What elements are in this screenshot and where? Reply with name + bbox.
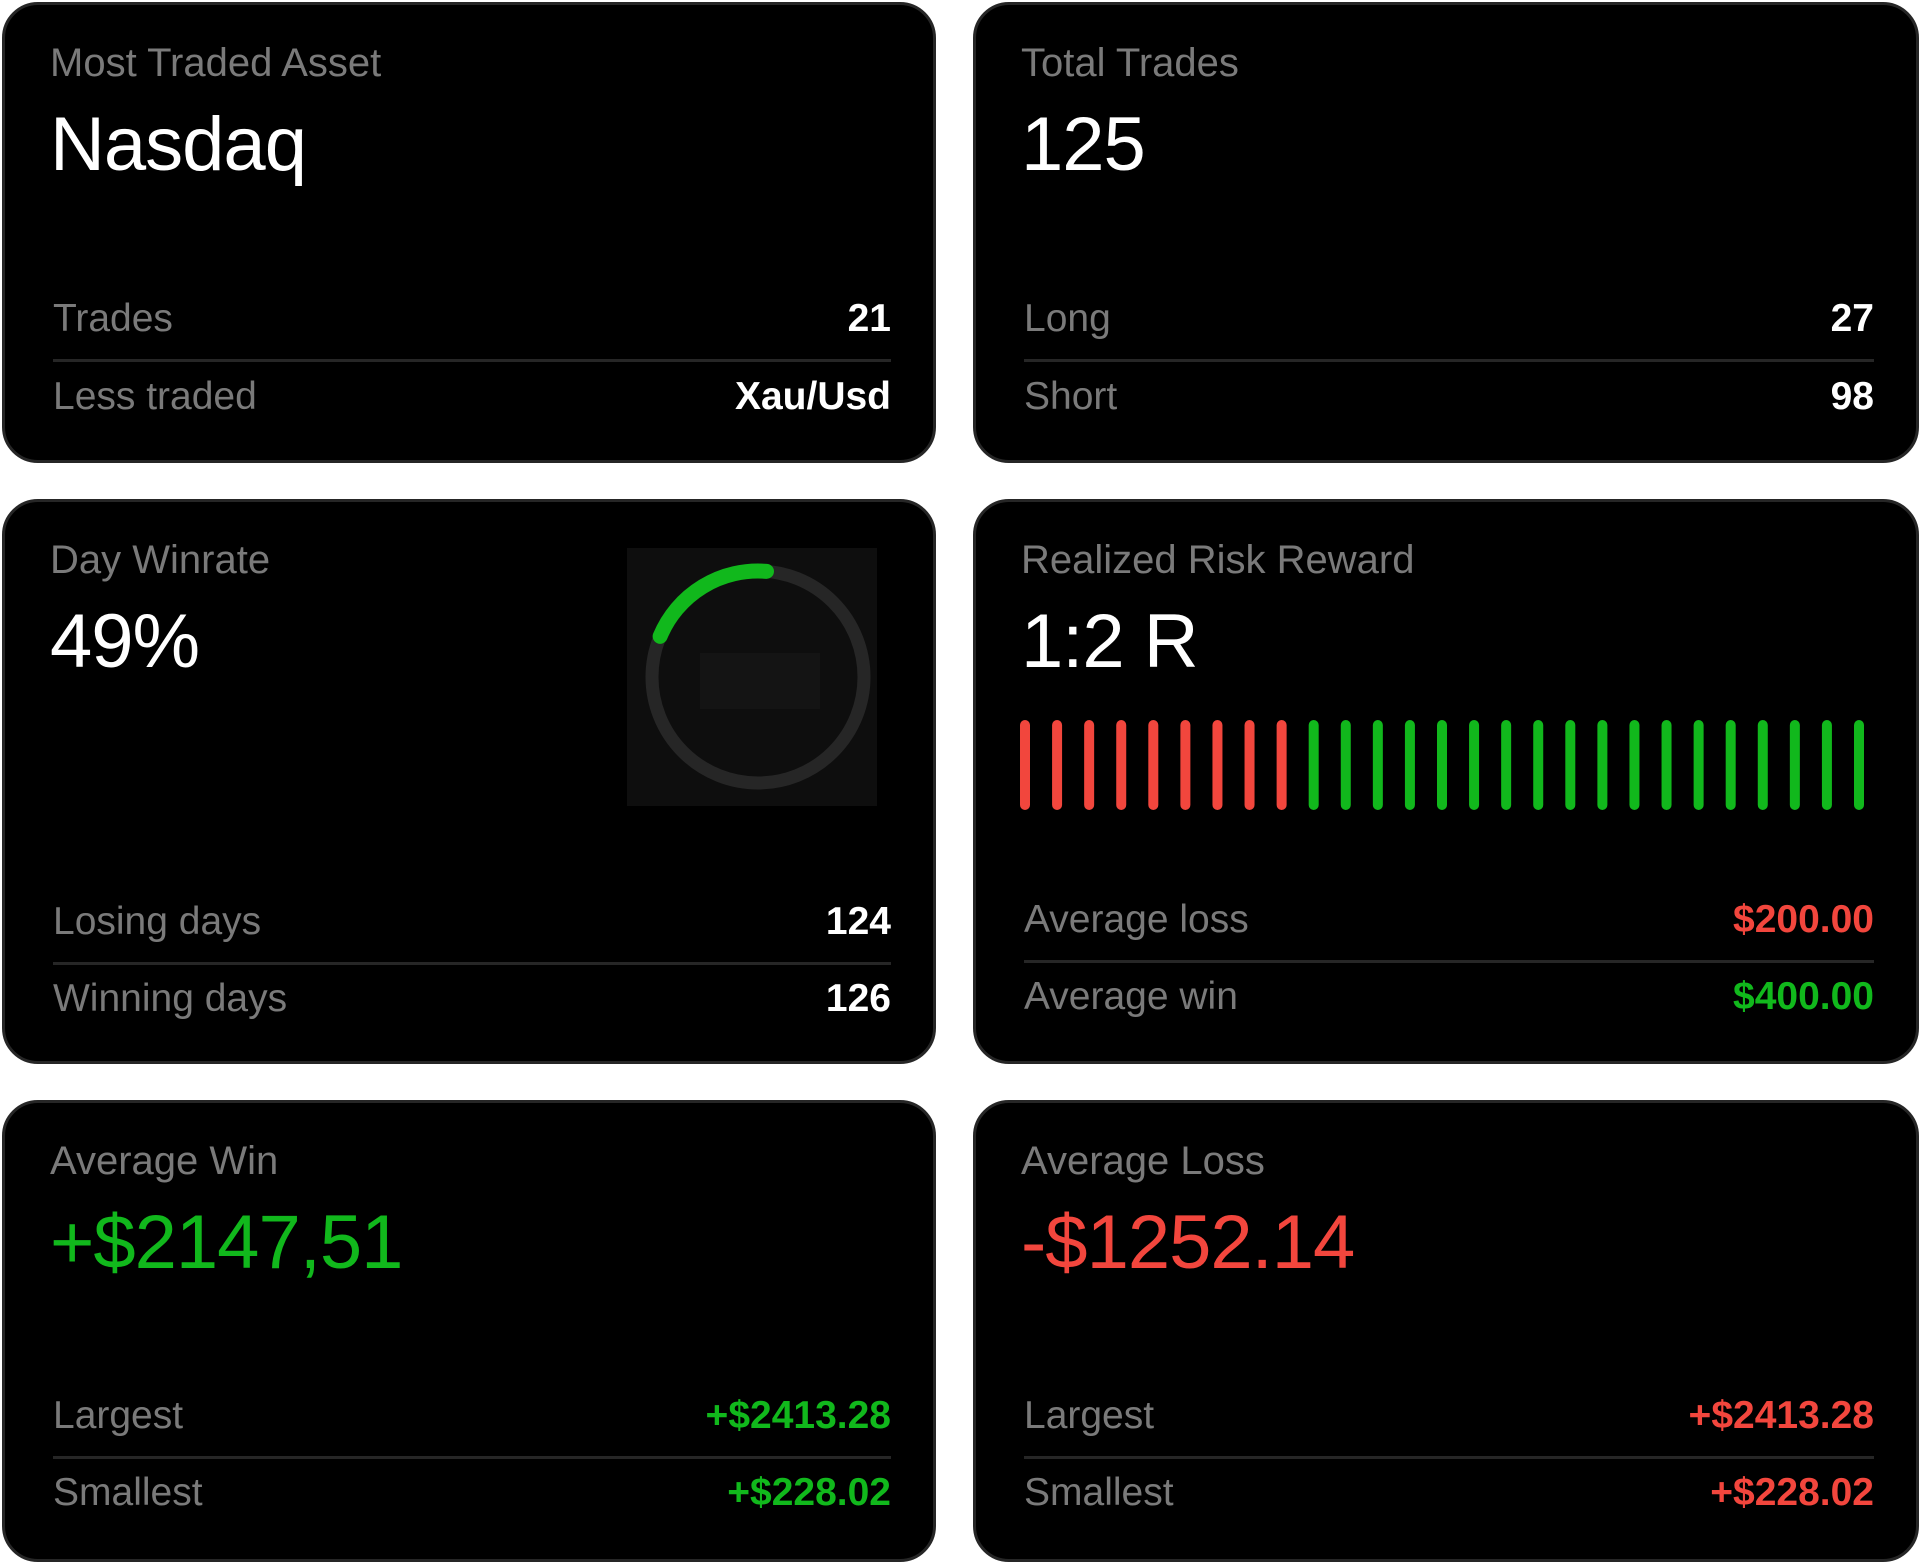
row-divider — [1024, 1456, 1874, 1459]
stat-value: Xau/Usd — [734, 375, 891, 418]
realized-risk-reward-card: Realized Risk Reward 1:2 R Average loss … — [973, 499, 1919, 1064]
loss-bar — [1212, 720, 1223, 810]
card-title: Realized Risk Reward — [1021, 538, 1415, 582]
stat-label: Average loss — [1024, 898, 1249, 941]
win-bar — [1757, 720, 1768, 810]
stat-value: 98 — [1830, 375, 1874, 418]
win-bar — [1533, 720, 1544, 810]
row-divider — [1024, 960, 1874, 963]
loss-bar — [1244, 720, 1255, 810]
stat-label: Less traded — [53, 375, 257, 418]
stat-value: +$228.02 — [727, 1471, 891, 1514]
ring-progress-arc — [652, 563, 774, 644]
win-bar — [1789, 720, 1800, 810]
card-value: 1:2 R — [1021, 599, 1199, 684]
average-win-card: Average Win +$2147,51 Largest +$2413.28 … — [2, 1100, 936, 1562]
win-bar — [1854, 720, 1864, 810]
win-bar — [1693, 720, 1704, 810]
stat-label: Winning days — [53, 977, 288, 1020]
win-bar — [1565, 720, 1576, 810]
stat-label: Long — [1024, 297, 1111, 340]
stat-row-winning-days: Winning days 126 — [53, 969, 891, 1029]
stat-label: Largest — [1024, 1394, 1155, 1437]
stat-row-smallest: Smallest +$228.02 — [53, 1463, 891, 1523]
most-traded-asset-card: Most Traded Asset Nasdaq Trades 21 Less … — [2, 2, 936, 463]
total-trades-card: Total Trades 125 Long 27 Short 98 — [973, 2, 1919, 463]
loss-bar — [1148, 720, 1159, 810]
win-bar — [1725, 720, 1736, 810]
stat-row-average-loss: Average loss $200.00 — [1024, 890, 1874, 950]
win-bar — [1469, 720, 1480, 810]
card-value: 49% — [50, 599, 200, 684]
card-value: 125 — [1021, 102, 1146, 187]
win-bar — [1821, 720, 1832, 810]
stat-row-short: Short 98 — [1024, 367, 1874, 427]
stat-row-smallest: Smallest +$228.02 — [1024, 1463, 1874, 1523]
stat-value: $400.00 — [1733, 975, 1874, 1018]
stat-row-largest: Largest +$2413.28 — [1024, 1386, 1874, 1446]
card-title: Total Trades — [1021, 41, 1239, 85]
stat-value: +$228.02 — [1710, 1471, 1874, 1514]
row-divider — [53, 359, 891, 362]
stat-label: Losing days — [53, 900, 262, 943]
stat-value: 27 — [1830, 297, 1874, 340]
stat-label: Largest — [53, 1394, 184, 1437]
loss-bar — [1116, 720, 1127, 810]
card-title: Average Loss — [1021, 1139, 1265, 1183]
loss-bar — [1084, 720, 1095, 810]
card-value: +$2147,51 — [50, 1200, 403, 1285]
stat-row-trades: Trades 21 — [53, 289, 891, 349]
win-bar — [1308, 720, 1319, 810]
card-title: Average Win — [50, 1139, 279, 1183]
loss-bar — [1180, 720, 1191, 810]
stat-value: +$2413.28 — [1688, 1394, 1874, 1437]
stat-value: $200.00 — [1733, 898, 1874, 941]
row-divider — [53, 962, 891, 965]
stat-label: Trades — [53, 297, 173, 340]
card-title: Most Traded Asset — [50, 41, 382, 85]
win-bar — [1661, 720, 1672, 810]
stat-label: Short — [1024, 375, 1118, 418]
card-value: Nasdaq — [50, 102, 307, 187]
loss-bar — [1276, 720, 1287, 810]
win-bar — [1597, 720, 1608, 810]
winrate-ring-gauge — [627, 548, 877, 806]
stat-value: +$2413.28 — [705, 1394, 891, 1437]
win-bar — [1340, 720, 1351, 810]
stat-value: 21 — [847, 297, 891, 340]
stat-row-long: Long 27 — [1024, 289, 1874, 349]
card-value: -$1252.14 — [1021, 1200, 1355, 1285]
win-bar — [1404, 720, 1415, 810]
stat-label: Smallest — [53, 1471, 203, 1514]
win-bar — [1501, 720, 1512, 810]
stat-row-largest: Largest +$2413.28 — [53, 1386, 891, 1446]
win-bar — [1629, 720, 1640, 810]
risk-reward-bars — [1020, 720, 1864, 810]
win-bar — [1437, 720, 1447, 810]
stat-value: 124 — [825, 900, 891, 943]
row-divider — [1024, 359, 1874, 362]
average-loss-card: Average Loss -$1252.14 Largest +$2413.28… — [973, 1100, 1919, 1562]
stat-row-losing-days: Losing days 124 — [53, 892, 891, 952]
loss-bar — [1052, 720, 1063, 810]
ring-center — [700, 653, 820, 709]
loss-bar — [1020, 720, 1030, 810]
stat-label: Average win — [1024, 975, 1238, 1018]
win-bar — [1372, 720, 1383, 810]
stat-row-less-traded: Less traded Xau/Usd — [53, 367, 891, 427]
stat-label: Smallest — [1024, 1471, 1174, 1514]
stat-value: 126 — [825, 977, 891, 1020]
card-title: Day Winrate — [50, 538, 271, 582]
row-divider — [53, 1456, 891, 1459]
stat-row-average-win: Average win $400.00 — [1024, 967, 1874, 1027]
